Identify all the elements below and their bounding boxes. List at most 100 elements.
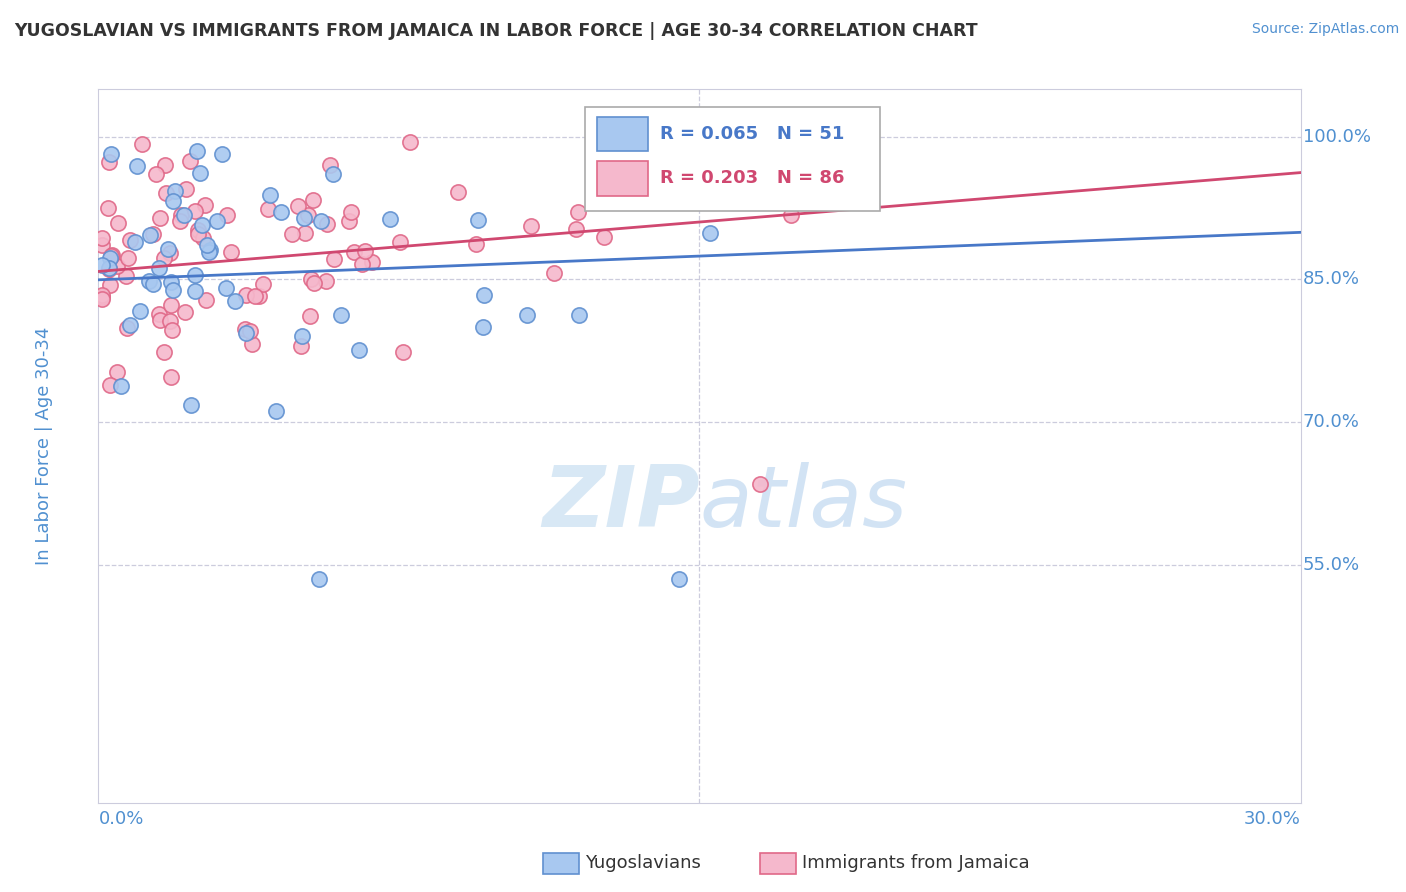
Point bbox=[160, 275, 183, 289]
Point bbox=[194, 293, 217, 308]
Point bbox=[91, 287, 114, 301]
Text: 0.0%: 0.0% bbox=[98, 810, 143, 828]
Point bbox=[219, 244, 242, 259]
Point bbox=[668, 572, 690, 586]
Point bbox=[169, 214, 191, 228]
Point bbox=[159, 246, 181, 260]
Point bbox=[184, 203, 207, 218]
Text: 70.0%: 70.0% bbox=[1303, 413, 1360, 431]
Point bbox=[297, 208, 319, 222]
Point bbox=[322, 168, 344, 182]
Point bbox=[350, 257, 373, 271]
Point bbox=[337, 214, 360, 228]
Point bbox=[287, 199, 309, 213]
Point bbox=[257, 202, 280, 216]
Point bbox=[98, 261, 121, 276]
Point bbox=[105, 259, 128, 273]
Point bbox=[98, 277, 121, 292]
Point bbox=[120, 233, 142, 247]
Point bbox=[378, 211, 401, 226]
Point bbox=[91, 291, 114, 305]
Point bbox=[465, 237, 488, 252]
Point bbox=[281, 227, 304, 241]
Point bbox=[252, 277, 274, 291]
Point bbox=[187, 222, 209, 236]
Point bbox=[233, 322, 256, 336]
Point bbox=[155, 186, 177, 201]
FancyBboxPatch shape bbox=[598, 117, 648, 152]
Point bbox=[779, 209, 801, 223]
Point bbox=[117, 321, 139, 335]
Point bbox=[187, 227, 209, 241]
Point bbox=[217, 208, 239, 222]
Point bbox=[294, 226, 316, 240]
Point bbox=[120, 318, 142, 332]
Point bbox=[152, 345, 174, 359]
FancyBboxPatch shape bbox=[598, 161, 648, 195]
Point bbox=[319, 158, 342, 172]
Point bbox=[593, 230, 616, 244]
Point bbox=[105, 365, 128, 379]
Point bbox=[149, 313, 172, 327]
Point bbox=[243, 289, 266, 303]
Point bbox=[101, 248, 124, 262]
Point bbox=[162, 283, 184, 297]
Point bbox=[91, 238, 114, 252]
Point bbox=[100, 252, 122, 266]
Point bbox=[160, 369, 183, 384]
Point bbox=[316, 217, 339, 231]
Point bbox=[186, 144, 208, 158]
Point bbox=[308, 572, 330, 586]
Point bbox=[195, 238, 218, 252]
Point bbox=[304, 276, 326, 290]
Point bbox=[193, 231, 215, 245]
Point bbox=[124, 235, 146, 249]
Point bbox=[302, 194, 325, 208]
Point bbox=[516, 308, 538, 322]
Point bbox=[339, 204, 361, 219]
Point bbox=[174, 181, 197, 195]
Point bbox=[472, 288, 495, 302]
Point bbox=[349, 343, 371, 358]
Point bbox=[467, 212, 489, 227]
Point bbox=[165, 184, 187, 198]
Point bbox=[270, 204, 292, 219]
Point bbox=[149, 211, 172, 225]
Point bbox=[159, 314, 181, 328]
Point bbox=[173, 208, 195, 222]
Text: Yugoslavians: Yugoslavians bbox=[585, 855, 702, 872]
Point bbox=[447, 185, 470, 199]
Point bbox=[699, 226, 721, 240]
Point bbox=[91, 258, 114, 272]
Point bbox=[567, 204, 589, 219]
Point bbox=[309, 213, 332, 227]
Point bbox=[389, 235, 412, 249]
FancyBboxPatch shape bbox=[543, 853, 579, 874]
Point bbox=[198, 244, 221, 259]
Point bbox=[98, 377, 121, 392]
Point bbox=[215, 281, 238, 295]
Text: 85.0%: 85.0% bbox=[1303, 270, 1360, 288]
Point bbox=[399, 135, 422, 149]
Point bbox=[142, 227, 165, 242]
Point bbox=[239, 324, 262, 338]
Text: R = 0.203   N = 86: R = 0.203 N = 86 bbox=[659, 169, 845, 187]
Point bbox=[323, 252, 346, 266]
Point bbox=[148, 307, 170, 321]
Point bbox=[520, 219, 543, 233]
Point bbox=[471, 320, 494, 334]
Text: R = 0.065   N = 51: R = 0.065 N = 51 bbox=[659, 125, 844, 143]
Point bbox=[100, 146, 122, 161]
Point bbox=[160, 322, 183, 336]
Point bbox=[194, 198, 217, 212]
Point bbox=[115, 269, 138, 284]
Point bbox=[264, 404, 287, 418]
Point bbox=[91, 230, 114, 244]
Point bbox=[157, 242, 180, 256]
Point bbox=[354, 244, 377, 259]
Point bbox=[330, 309, 353, 323]
Point bbox=[188, 166, 211, 180]
Point bbox=[145, 167, 167, 181]
Point bbox=[211, 147, 233, 161]
Point bbox=[543, 266, 565, 280]
